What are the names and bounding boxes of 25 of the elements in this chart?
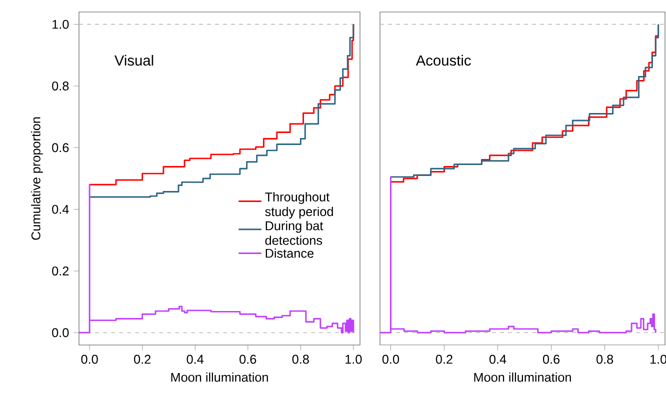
x-tick-label: 0.6 <box>542 354 560 364</box>
legend-label: Distance <box>266 248 314 258</box>
y-tick-label: 0.0 <box>52 328 69 338</box>
legend-label: Throughout study period <box>265 192 333 219</box>
annotation: Acoustic <box>416 54 471 66</box>
y-tick-label: 0.4 <box>52 204 69 214</box>
x-tick-label: 0.0 <box>81 354 98 364</box>
legend-label: During bat detections <box>265 220 324 245</box>
x-axis-title: Moon illumination <box>474 372 571 382</box>
x-tick-label: 0.6 <box>240 354 256 364</box>
y-tick-label: 0.6 <box>52 143 69 152</box>
x-tick-label: 0.0 <box>382 354 400 364</box>
x-tick-label: 0.2 <box>436 354 452 364</box>
y-tick-label: 0.2 <box>52 266 69 276</box>
y-tick-label: 0.8 <box>52 82 69 90</box>
y-axis-title: Cumulative proportion <box>31 117 43 240</box>
x-tick-label: 1.0 <box>346 354 362 364</box>
x-tick-label: 0.4 <box>489 354 506 364</box>
annotation: Visual <box>114 54 154 66</box>
x-tick-label: 0.2 <box>134 354 151 364</box>
x-axis-title: Moon illumination <box>171 372 268 382</box>
x-tick-label: 0.4 <box>186 354 204 364</box>
y-tick-label: 1.0 <box>52 20 69 29</box>
x-tick-label: 0.8 <box>596 354 614 364</box>
x-tick-label: 0.8 <box>292 354 309 364</box>
